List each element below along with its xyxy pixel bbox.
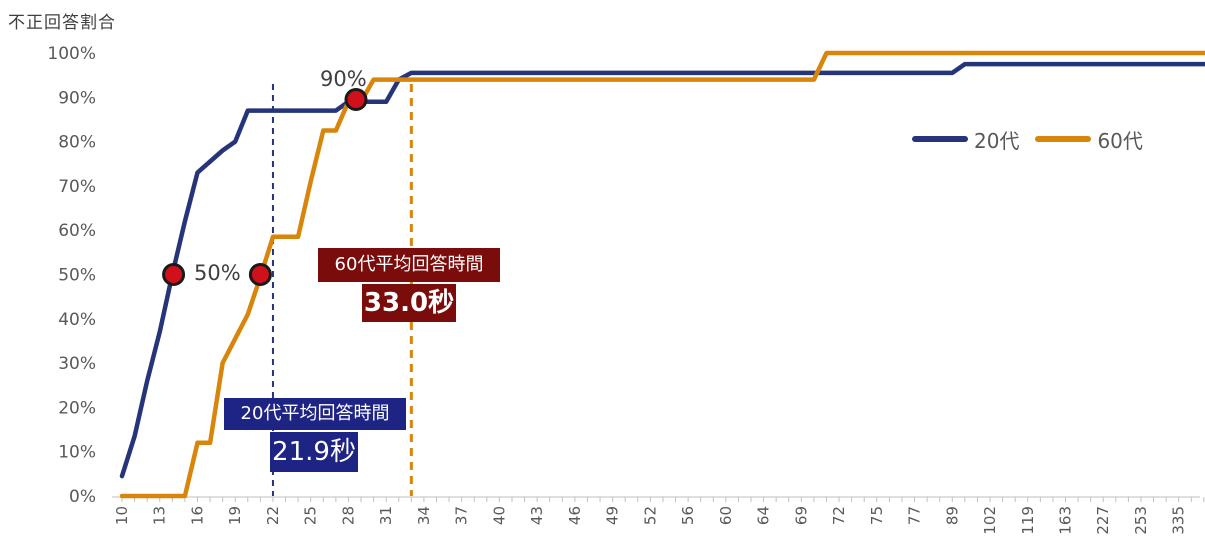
legend-item-20s: 20代 (912, 125, 1019, 154)
marker-label-90: 90% (320, 67, 367, 91)
y-tick-label: 80% (58, 133, 96, 153)
x-tick-label: 28 (339, 506, 357, 525)
x-tick-label: 119 (1019, 506, 1037, 535)
age20-avg-time-title: 20代平均回答時間 (240, 403, 390, 424)
y-tick-label: 20% (58, 398, 96, 418)
x-tick-label: 60 (717, 506, 735, 525)
x-tick-label: 22 (264, 506, 282, 525)
x-tick-label: 43 (528, 506, 546, 525)
age60-box-bottom (362, 284, 456, 322)
y-tick-label: 50% (58, 266, 96, 286)
x-tick-label: 102 (981, 506, 999, 535)
age20-box-top (224, 398, 406, 430)
x-tick-label: 25 (302, 506, 320, 525)
x-tick-label: 10 (113, 506, 131, 525)
x-tick-label: 72 (830, 506, 848, 525)
x-tick-label: 77 (906, 506, 924, 525)
legend-label-20s: 20代 (974, 128, 1020, 153)
threshold-marker (248, 263, 272, 286)
y-tick-label: 10% (58, 443, 96, 463)
y-tick-label: 0% (69, 487, 96, 507)
age20-avg-time-value: 21.9秒 (272, 437, 356, 467)
age60-avg-time-value: 33.0秒 (363, 288, 455, 318)
y-tick-label: 30% (58, 354, 96, 374)
age20-box-bottom (270, 432, 358, 472)
x-tick-label: 46 (566, 506, 584, 525)
x-tick-label: 253 (1132, 506, 1150, 535)
x-tick-label: 69 (792, 506, 810, 525)
legend-swatch-60s (1035, 136, 1092, 142)
legend-item-60s: 60代 (1035, 125, 1143, 154)
x-tick-label: 34 (415, 506, 433, 525)
legend-swatch-20s (912, 136, 968, 142)
x-tick-label: 335 (1170, 506, 1188, 535)
y-tick-label: 90% (58, 88, 96, 108)
x-tick-label: 64 (755, 506, 773, 525)
threshold-marker (162, 263, 186, 286)
x-tick-label: 16 (188, 506, 206, 525)
x-tick-label: 49 (604, 506, 622, 525)
x-tick-label: 19 (226, 506, 244, 525)
y-tick-label: 40% (58, 310, 96, 330)
x-tick-label: 89 (943, 506, 961, 525)
x-tick-label: 75 (868, 506, 886, 525)
legend-label-60s: 60代 (1097, 128, 1143, 153)
x-tick-label: 56 (679, 506, 697, 525)
x-tick-label: 52 (641, 506, 659, 525)
age60-box-top (318, 248, 500, 282)
legend: 20代 60代 (912, 124, 1159, 154)
threshold-marker (344, 88, 368, 112)
y-tick-label: 60% (58, 221, 96, 241)
y-tick-label: 70% (58, 177, 96, 197)
x-tick-label: 40 (490, 506, 508, 525)
x-tick-label: 31 (377, 506, 395, 525)
x-tick-label: 13 (151, 506, 169, 525)
y-axis-title: 不正回答割合 (8, 13, 116, 33)
x-tick-label: 163 (1057, 506, 1075, 535)
y-tick-label: 100% (47, 44, 96, 64)
age60-avg-time-title: 60代平均回答時間 (334, 254, 484, 275)
marker-label-50: 50% (194, 261, 241, 285)
series-line-20s (119, 61, 1205, 479)
x-tick-label: 37 (453, 506, 471, 525)
series-line-60s (119, 50, 1205, 499)
x-tick-label: 227 (1094, 506, 1112, 535)
